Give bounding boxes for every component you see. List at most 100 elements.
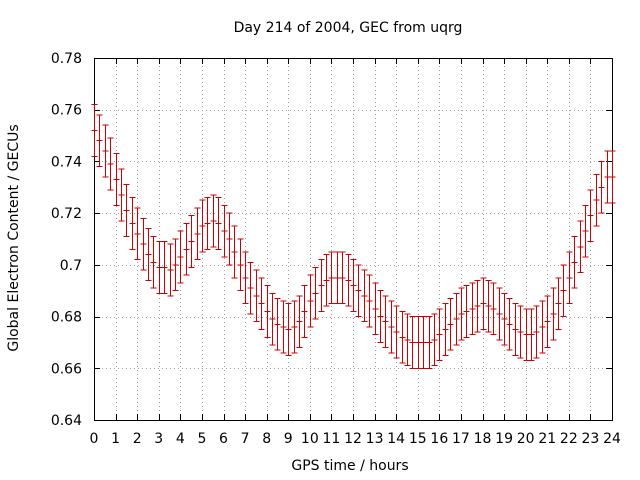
axis-ticks <box>94 58 613 421</box>
error-bar <box>431 313 438 367</box>
x-tick-label: 20 <box>517 431 535 447</box>
error-bar <box>188 215 195 268</box>
error-bar <box>506 297 513 351</box>
x-tick-label: 18 <box>474 431 492 447</box>
x-tick-label: 19 <box>495 431 513 447</box>
error-bar <box>550 287 557 341</box>
error-bar <box>318 259 325 312</box>
y-tick-label: 0.7 <box>60 258 82 274</box>
error-bar <box>447 297 454 351</box>
x-tick-label: 16 <box>430 431 448 447</box>
error-bar <box>145 228 152 281</box>
error-bar <box>237 238 244 292</box>
x-tick-label: 23 <box>582 431 600 447</box>
error-bar <box>161 241 168 294</box>
error-bar <box>247 261 254 315</box>
error-bar <box>361 269 368 323</box>
x-tick-label: 12 <box>344 431 362 447</box>
y-tick-label: 0.68 <box>51 310 82 326</box>
error-bar <box>258 277 265 330</box>
error-bar <box>560 264 567 318</box>
x-tick-label: 3 <box>154 431 163 447</box>
y-tick-labels: 0.64 0.66 0.68 0.7 0.72 0.74 0.76 0.78 <box>51 51 82 429</box>
error-bar <box>582 204 589 258</box>
x-tick-label: 11 <box>323 431 341 447</box>
x-tick-label: 10 <box>301 431 319 447</box>
error-bar <box>577 220 584 274</box>
error-bar <box>528 308 535 362</box>
error-bar <box>350 259 357 312</box>
x-tick-label: 0 <box>90 431 99 447</box>
x-tick-label: 8 <box>262 431 271 447</box>
error-bar <box>221 204 228 258</box>
error-bar <box>291 300 298 354</box>
error-bar <box>307 274 314 328</box>
error-bar <box>264 285 271 338</box>
x-tick-label: 4 <box>176 431 185 447</box>
error-bar <box>388 300 395 354</box>
error-bar <box>426 316 433 369</box>
error-bar <box>113 153 120 206</box>
error-bar <box>253 269 260 323</box>
error-bar <box>512 303 519 356</box>
error-bar <box>355 264 362 318</box>
error-bar <box>226 212 233 266</box>
error-bar <box>453 292 460 346</box>
error-bar <box>366 274 373 328</box>
error-bar <box>296 295 303 349</box>
error-bar <box>404 313 411 367</box>
error-bar <box>593 173 600 227</box>
x-tick-label: 1 <box>111 431 120 447</box>
error-bar <box>566 251 573 305</box>
x-tick-label: 14 <box>387 431 405 447</box>
error-bar <box>399 310 406 364</box>
error-bar <box>183 222 190 276</box>
error-bar <box>436 308 443 362</box>
error-bar <box>96 114 103 168</box>
x-tick-label: 2 <box>133 431 142 447</box>
error-bar <box>458 287 465 341</box>
error-bar <box>274 297 281 351</box>
y-tick-label: 0.78 <box>51 51 82 67</box>
error-bar <box>339 251 346 305</box>
x-tick-label: 17 <box>452 431 470 447</box>
y-tick-label: 0.76 <box>51 103 82 119</box>
error-bar <box>199 199 206 253</box>
error-bar <box>571 235 578 289</box>
error-bar <box>490 282 497 336</box>
chart-title: Day 214 of 2004, GEC from uqrg <box>234 20 463 36</box>
error-bar <box>393 305 400 359</box>
error-bar <box>345 254 352 307</box>
error-bar <box>167 243 174 297</box>
error-bar <box>285 303 292 356</box>
error-bar <box>328 251 335 305</box>
error-bar <box>107 137 114 191</box>
error-bar <box>485 279 492 333</box>
error-bar <box>372 282 379 336</box>
error-bar <box>496 287 503 341</box>
error-bar <box>480 277 487 330</box>
error-bars <box>91 104 616 369</box>
grid-lines <box>94 58 612 420</box>
error-bar <box>587 189 594 243</box>
error-bar <box>210 194 217 248</box>
y-axis-label: Global Electron Content / GECUs <box>6 124 22 351</box>
x-tick-label: 5 <box>197 431 206 447</box>
error-bar <box>194 207 201 261</box>
error-bar <box>301 285 308 338</box>
error-bar <box>280 300 287 354</box>
y-tick-label: 0.64 <box>51 413 82 429</box>
y-tick-label: 0.66 <box>51 361 82 377</box>
error-bar <box>91 104 98 157</box>
error-bar <box>409 316 416 369</box>
x-axis-label: GPS time / hours <box>291 458 408 474</box>
error-bar <box>312 266 319 320</box>
y-tick-label: 0.72 <box>51 206 82 222</box>
error-bar <box>323 254 330 307</box>
error-bar <box>544 295 551 349</box>
error-bar <box>118 168 125 222</box>
error-bar <box>474 279 481 333</box>
error-bar <box>177 230 184 284</box>
error-bar <box>123 184 130 237</box>
